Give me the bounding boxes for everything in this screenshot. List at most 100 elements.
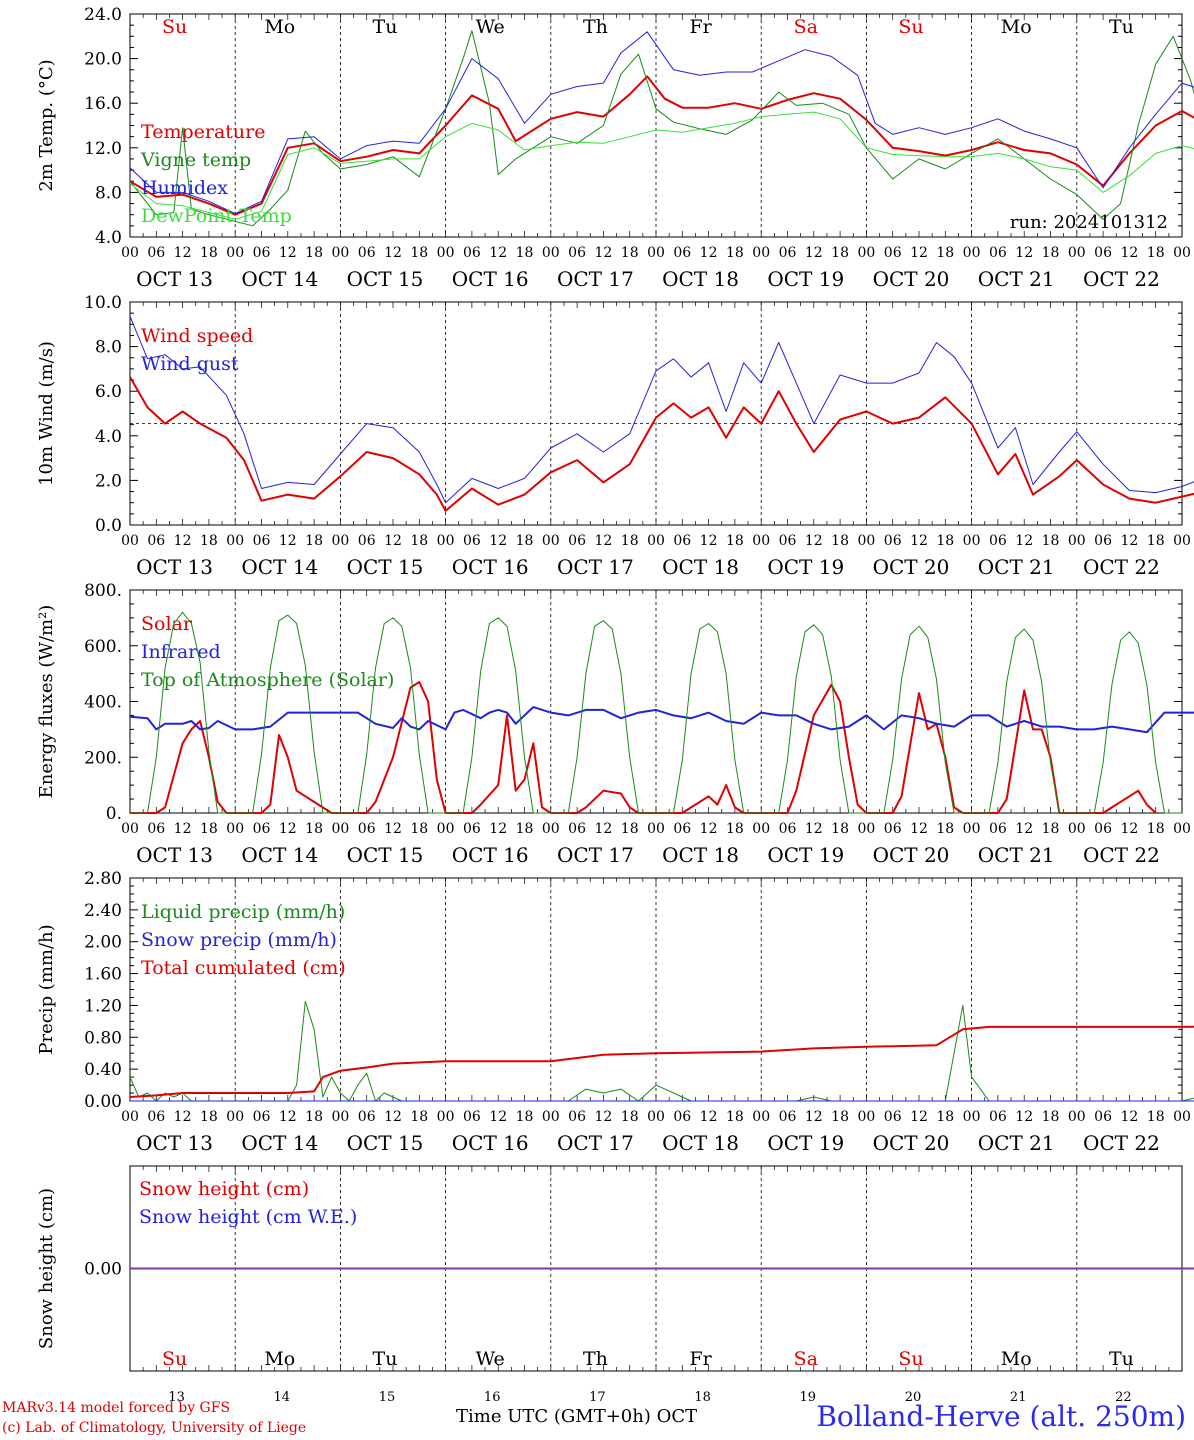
series-line-wind-gust bbox=[129, 316, 1194, 504]
date-label: OCT 14 bbox=[241, 267, 318, 291]
y-tick-label: 0.40 bbox=[84, 1060, 122, 1080]
hour-label: 12 bbox=[1120, 821, 1138, 837]
hour-label: 06 bbox=[568, 245, 586, 261]
hour-label: 12 bbox=[805, 245, 823, 261]
weekday-label: Fr bbox=[689, 16, 712, 38]
hour-label: 00 bbox=[331, 1109, 349, 1125]
date-label: OCT 19 bbox=[767, 267, 844, 291]
hour-label: 12 bbox=[805, 1109, 823, 1125]
weekday-label: We bbox=[476, 1348, 505, 1370]
hour-label: 12 bbox=[384, 1109, 402, 1125]
hour-label: 12 bbox=[805, 821, 823, 837]
y-tick-label: 2.40 bbox=[84, 901, 122, 921]
hour-label: 18 bbox=[200, 533, 218, 549]
hour-label: 00 bbox=[857, 821, 875, 837]
hour-label: 12 bbox=[279, 533, 297, 549]
hour-label: 18 bbox=[200, 821, 218, 837]
hour-label: 18 bbox=[1042, 1109, 1060, 1125]
hour-label: 00 bbox=[542, 821, 560, 837]
run-label: run: 2024101312 bbox=[1010, 212, 1168, 233]
weekday-label: Mo bbox=[264, 1348, 295, 1370]
y-tick-label: 12.0 bbox=[84, 139, 122, 159]
y-tick-label: 8.0 bbox=[95, 338, 122, 358]
hour-label: 06 bbox=[884, 1109, 902, 1125]
hour-label: 12 bbox=[1015, 821, 1033, 837]
date-label: OCT 19 bbox=[767, 843, 844, 867]
date-label: OCT 15 bbox=[347, 555, 424, 579]
hour-label: 12 bbox=[910, 245, 928, 261]
legend-entry: Total cumulated (cm) bbox=[141, 957, 346, 979]
legend-entry: Snow precip (mm/h) bbox=[141, 929, 337, 951]
legend-entry: DewPoint Temp bbox=[141, 205, 292, 227]
y-tick-label: 2.80 bbox=[84, 869, 122, 889]
date-label: OCT 18 bbox=[662, 555, 739, 579]
legend-entry: Liquid precip (mm/h) bbox=[141, 901, 345, 923]
legend-entry: Top of Atmosphere (Solar) bbox=[141, 669, 394, 691]
hour-label: 18 bbox=[305, 533, 323, 549]
date-label: OCT 17 bbox=[557, 555, 634, 579]
hour-label: 18 bbox=[621, 245, 639, 261]
date-label: OCT 15 bbox=[347, 1131, 424, 1155]
hour-label: 00 bbox=[437, 245, 455, 261]
hour-label: 18 bbox=[831, 821, 849, 837]
hour-label: 06 bbox=[673, 1109, 691, 1125]
date-label: OCT 18 bbox=[662, 843, 739, 867]
date-label: OCT 16 bbox=[452, 1131, 529, 1155]
hour-label: 06 bbox=[673, 245, 691, 261]
hour-label: 06 bbox=[568, 533, 586, 549]
day-number-label: 17 bbox=[589, 1390, 606, 1405]
date-label: OCT 17 bbox=[557, 843, 634, 867]
hour-label: 06 bbox=[253, 821, 271, 837]
hour-label: 18 bbox=[831, 533, 849, 549]
panel-frame-1 bbox=[129, 301, 1183, 526]
hour-label: 06 bbox=[463, 821, 481, 837]
hour-label: 12 bbox=[1015, 1109, 1033, 1125]
hour-label: 00 bbox=[331, 821, 349, 837]
y-tick-label: 20.0 bbox=[84, 50, 122, 70]
hour-label: 18 bbox=[726, 1109, 744, 1125]
hour-label: 18 bbox=[410, 1109, 428, 1125]
hour-label: 06 bbox=[253, 1109, 271, 1125]
y-tick-label: 0.00 bbox=[84, 1092, 122, 1112]
hour-label: 18 bbox=[726, 821, 744, 837]
hour-label: 06 bbox=[779, 533, 797, 549]
y-tick-label: 8.0 bbox=[95, 183, 122, 203]
hour-label: 06 bbox=[989, 533, 1007, 549]
hour-label: 12 bbox=[489, 533, 507, 549]
hour-label: 18 bbox=[516, 821, 534, 837]
hour-label: 18 bbox=[1147, 245, 1165, 261]
hour-label: 12 bbox=[174, 533, 192, 549]
date-label: OCT 22 bbox=[1083, 267, 1160, 291]
date-label: OCT 13 bbox=[136, 843, 213, 867]
y-tick-label: 10.0 bbox=[84, 293, 122, 313]
model-credit: MARv3.14 model forced by GFS bbox=[2, 1400, 231, 1416]
hour-label: 06 bbox=[884, 821, 902, 837]
day-number-label: 15 bbox=[379, 1390, 396, 1405]
hour-label: 18 bbox=[410, 821, 428, 837]
hour-label: 06 bbox=[147, 533, 165, 549]
weekday-label: Fr bbox=[689, 1348, 712, 1370]
hour-label: 18 bbox=[516, 1109, 534, 1125]
hour-label: 06 bbox=[1094, 1109, 1112, 1125]
date-label: OCT 21 bbox=[978, 267, 1055, 291]
date-label: OCT 18 bbox=[662, 1131, 739, 1155]
hour-label: 06 bbox=[989, 245, 1007, 261]
hour-label: 12 bbox=[910, 1109, 928, 1125]
hour-label: 00 bbox=[857, 533, 875, 549]
hour-label: 00 bbox=[752, 533, 770, 549]
hour-label: 00 bbox=[542, 533, 560, 549]
legend-entry: Temperature bbox=[141, 121, 265, 143]
y-tick-label: 1.20 bbox=[84, 996, 122, 1016]
hour-label: 12 bbox=[700, 1109, 718, 1125]
hour-label: 12 bbox=[489, 1109, 507, 1125]
hour-label: 18 bbox=[936, 1109, 954, 1125]
hour-label: 06 bbox=[568, 1109, 586, 1125]
hour-label: 06 bbox=[253, 245, 271, 261]
hour-label: 00 bbox=[331, 245, 349, 261]
hour-label: 18 bbox=[1147, 533, 1165, 549]
hour-label: 18 bbox=[621, 1109, 639, 1125]
hour-label: 18 bbox=[831, 1109, 849, 1125]
hour-label: 06 bbox=[253, 533, 271, 549]
hour-label: 06 bbox=[989, 821, 1007, 837]
hour-label: 00 bbox=[331, 533, 349, 549]
